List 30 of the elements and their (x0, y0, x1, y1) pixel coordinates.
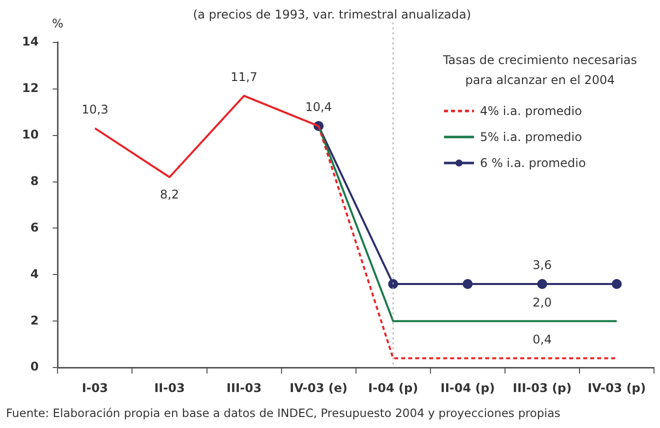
data-label: 3,6 (532, 258, 552, 272)
y-tick-label: 0 (30, 360, 39, 374)
y-tick-label: 2 (30, 313, 39, 328)
y-axis-title: % (52, 16, 64, 31)
x-tick-label: III-03 (226, 380, 262, 395)
y-tick-label: 4 (30, 266, 39, 281)
x-tick-label: I-04 (p) (368, 380, 418, 395)
legend-label: 4% i.a. promedio (480, 104, 582, 118)
data-label: 11,7 (230, 70, 258, 84)
y-tick-label: 12 (22, 80, 39, 95)
x-tick-label: II-04 (p) (440, 380, 495, 395)
x-tick-label: I-03 (82, 380, 108, 395)
y-tick-label: 14 (22, 34, 39, 49)
y-tick-label: 6 (30, 220, 39, 234)
chart-title: (a precios de 1993, var. trimestral anualizada) (192, 7, 472, 22)
data-label: 0,4 (532, 332, 552, 346)
source-note: Fuente: Elaboración propia en base a datos de INDEC, Presupuesto 2004 y proyecciones propias (6, 406, 560, 420)
y-tick-label: 10 (22, 127, 39, 142)
legend-label: 5% i.a. promedio (480, 130, 582, 144)
data-label: 10,4 (305, 100, 332, 114)
legend-label: 6 % i.a. promedio (480, 156, 586, 170)
data-label: 2,0 (532, 295, 552, 310)
data-label: 8,2 (160, 187, 180, 202)
x-tick-label: IV-03 (e) (290, 380, 348, 395)
x-tick-label: II-03 (154, 380, 185, 395)
legend-title: Tasas de crecimiento necesarias para alcanzar en el 2004 (442, 52, 638, 89)
y-tick-label: 8 (30, 174, 39, 188)
x-tick-label: III-03 (p) (512, 380, 572, 395)
data-label: 10,3 (82, 102, 108, 116)
x-tick-label: IV-03 (p) (588, 380, 646, 395)
